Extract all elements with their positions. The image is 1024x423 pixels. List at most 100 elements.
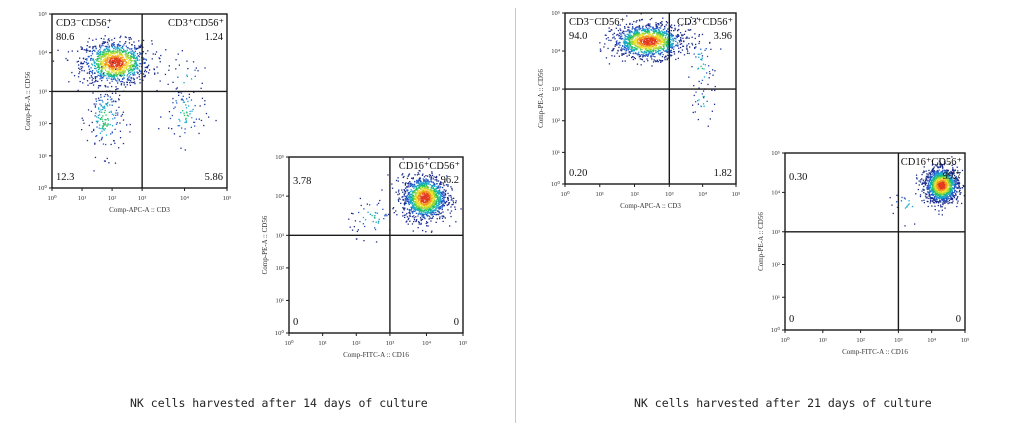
event-dot [927, 186, 929, 188]
event-dot [633, 43, 636, 45]
event-dot [110, 53, 112, 55]
event-dot [91, 73, 94, 75]
event-dot [450, 196, 452, 198]
event-dot [628, 48, 630, 50]
event-dot [630, 41, 632, 43]
event-dot [118, 68, 120, 70]
event-dot [180, 111, 182, 114]
event-dot [418, 212, 420, 214]
event-dot [663, 39, 666, 41]
event-dot [418, 187, 420, 189]
event-dot [412, 198, 414, 200]
event-dot [612, 37, 614, 39]
event-dot [638, 45, 640, 47]
event-dot [414, 200, 416, 203]
event-dot [437, 190, 439, 192]
event-dot [118, 53, 120, 56]
event-dot [654, 56, 656, 58]
event-dot [126, 67, 128, 69]
event-dot [688, 43, 690, 45]
event-dot [178, 94, 180, 96]
event-dot [436, 179, 438, 181]
event-dot [132, 54, 135, 56]
event-dot [635, 49, 638, 51]
event-dot [106, 45, 108, 48]
event-dot [422, 178, 424, 180]
x-tick-label: 10⁵ [223, 195, 232, 202]
event-dot [631, 28, 633, 30]
event-dot [108, 49, 110, 51]
event-dot [643, 40, 646, 42]
event-dot [925, 197, 927, 199]
event-dot [175, 68, 177, 70]
event-dot [123, 65, 125, 67]
event-dot [359, 220, 361, 223]
event-dot [669, 51, 672, 53]
event-dot [118, 64, 120, 66]
event-dot [108, 46, 110, 48]
event-dot [418, 184, 420, 186]
event-dot [691, 44, 694, 46]
event-dot [127, 55, 129, 58]
event-dot [690, 16, 692, 18]
event-dot [114, 117, 116, 119]
event-dot [104, 93, 107, 96]
event-dot [85, 61, 87, 63]
event-dot [436, 218, 438, 220]
event-dot [101, 79, 103, 82]
event-dot [636, 26, 638, 29]
event-dot [418, 207, 420, 209]
event-dot [637, 33, 639, 35]
event-dot [420, 208, 422, 210]
event-dot [677, 34, 679, 36]
event-dot [427, 210, 429, 213]
event-dot [430, 213, 432, 216]
event-dot [419, 188, 422, 190]
event-dot [431, 197, 433, 199]
event-dot [103, 54, 105, 56]
event-dot [661, 30, 663, 32]
event-dot [402, 196, 404, 198]
event-dot [690, 29, 692, 31]
event-dot [434, 202, 436, 204]
event-dot [125, 66, 127, 68]
event-dot [929, 189, 931, 192]
quadrant-ul-value: 3.78 [293, 176, 311, 187]
event-dot [99, 99, 101, 101]
event-dot [659, 38, 661, 40]
event-dot [626, 46, 628, 48]
event-dot [615, 27, 617, 29]
event-dot [675, 36, 678, 38]
event-dot [397, 180, 399, 182]
event-dot [122, 59, 124, 61]
event-dot [654, 47, 656, 49]
event-dot [128, 65, 130, 67]
event-dot [632, 27, 634, 29]
event-dot [124, 51, 126, 53]
panel-day21: 10⁰ 10⁰ 10¹ 10¹ 10² 10² 10³ 10³ 10⁴ 10⁴ 10⁵ 10⁵ Comp… [517, 0, 1024, 423]
event-dot [429, 195, 431, 198]
event-dot [442, 191, 445, 193]
event-dot [422, 207, 425, 209]
event-dot [128, 42, 131, 44]
event-dot [659, 46, 661, 48]
event-dot [676, 36, 678, 38]
event-dot [140, 44, 142, 46]
event-dot [113, 56, 115, 58]
event-dot [176, 87, 178, 89]
event-dot [189, 110, 191, 113]
event-dot [928, 183, 930, 185]
event-dot [616, 42, 618, 44]
event-dot [402, 215, 404, 217]
event-dot [402, 173, 404, 175]
event-dot [406, 212, 408, 215]
event-dot [666, 51, 669, 54]
event-dot [134, 83, 136, 85]
event-dot [925, 178, 928, 180]
event-dot [418, 170, 420, 172]
event-dot [106, 67, 108, 69]
event-dot [118, 56, 120, 58]
event-dot [442, 211, 444, 213]
event-dot [658, 49, 660, 51]
event-dot [432, 187, 435, 189]
